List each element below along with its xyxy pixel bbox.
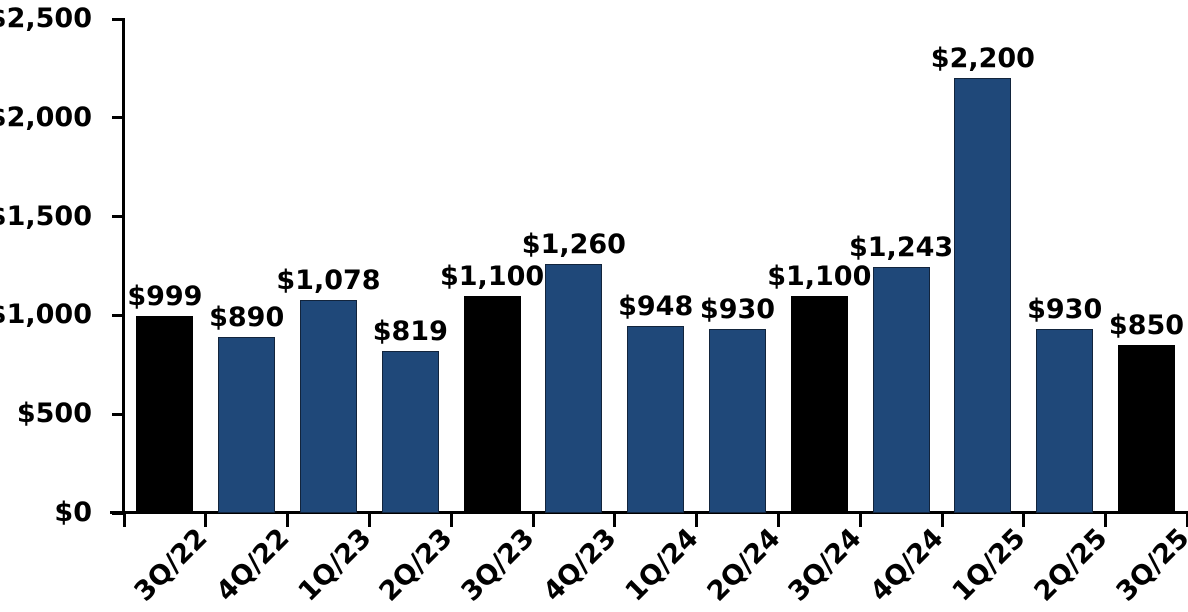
- x-axis-tick: [776, 513, 780, 527]
- bar-value-label: $2,200: [930, 43, 1035, 75]
- x-axis-tick: [367, 513, 371, 527]
- x-axis-tick: [449, 513, 453, 527]
- y-axis-tick: [112, 313, 124, 317]
- x-axis-tick: [1185, 513, 1188, 527]
- y-axis-line: [122, 18, 125, 514]
- x-axis-tick: [695, 513, 699, 527]
- bar-value-label: $930: [699, 294, 776, 326]
- bar-1Q-23[interactable]: [300, 300, 357, 513]
- x-axis-tick: [1022, 513, 1026, 527]
- bar-2Q-24[interactable]: [709, 329, 766, 513]
- bar-value-label: $1,100: [767, 260, 872, 292]
- bar-1Q-25[interactable]: [954, 78, 1012, 513]
- bar-value-label: $890: [209, 302, 285, 334]
- bar-value-label: $1,100: [439, 260, 545, 292]
- bar-3Q-24[interactable]: [790, 295, 848, 513]
- y-axis-tick: [112, 412, 124, 416]
- bar-value-label: $850: [1108, 310, 1185, 342]
- bar-value-label: $930: [1027, 294, 1103, 326]
- bar-4Q-22[interactable]: [218, 337, 276, 513]
- bar-4Q-23[interactable]: [545, 264, 603, 513]
- bar-2Q-23[interactable]: [381, 351, 439, 513]
- bar-value-label: $1,078: [276, 264, 381, 296]
- bar-4Q-24[interactable]: [872, 267, 930, 513]
- y-axis-tick-label: $0: [54, 497, 92, 528]
- bar-value-label: $1,243: [848, 232, 954, 264]
- x-axis-tick: [122, 513, 126, 527]
- bar-3Q-22[interactable]: [136, 315, 194, 513]
- x-axis-tick: [613, 513, 617, 527]
- x-axis-tick: [1104, 513, 1108, 527]
- bar-2Q-25[interactable]: [1036, 329, 1094, 513]
- x-axis-tick: [286, 513, 290, 527]
- plot-area: [124, 19, 1188, 513]
- x-axis-tick: [858, 513, 862, 527]
- y-axis-tick-label: $1,500: [0, 200, 92, 232]
- bar-3Q-25[interactable]: [1118, 345, 1175, 513]
- x-axis-label-3Q-22: 3Q/22: [128, 522, 214, 608]
- y-axis-tick-label: $1,000: [0, 299, 92, 331]
- bar-3Q-23[interactable]: [463, 295, 521, 513]
- y-axis-tick: [112, 511, 124, 515]
- x-axis-tick: [940, 513, 944, 527]
- y-axis-tick: [112, 116, 124, 120]
- bar-1Q-24[interactable]: [627, 325, 685, 513]
- y-axis-tick-label: $2,000: [0, 101, 92, 133]
- x-axis-tick: [531, 513, 535, 527]
- y-axis-tick-label: $500: [16, 398, 92, 430]
- bar-value-label: $999: [127, 280, 203, 312]
- x-axis-tick: [204, 513, 208, 527]
- y-axis-tick-label: $2,500: [0, 3, 92, 34]
- y-axis-tick: [112, 215, 124, 219]
- bar-value-label: $819: [372, 316, 448, 348]
- bar-value-label: $948: [618, 290, 694, 322]
- y-axis-tick: [112, 17, 124, 21]
- bar-value-label: $1,260: [521, 229, 626, 261]
